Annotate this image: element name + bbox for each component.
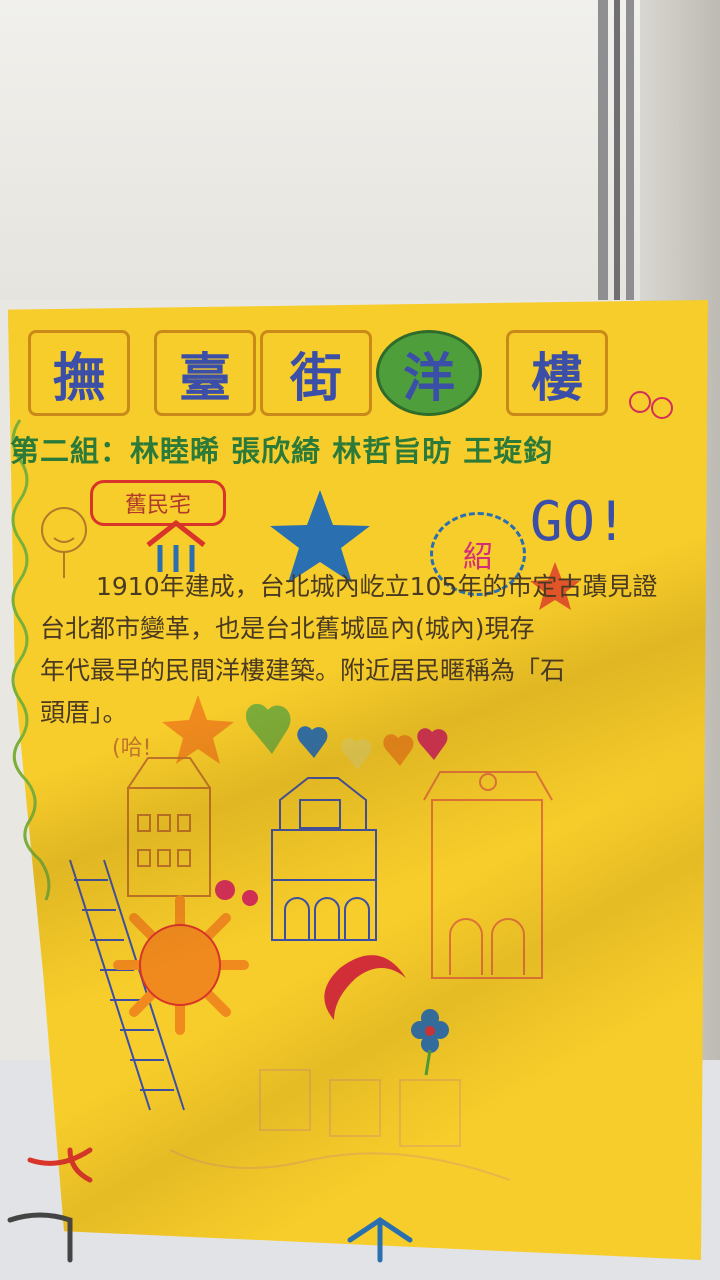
body-line-2: 台北都市變革，也是台北舊城區內(城內)現存 bbox=[40, 614, 535, 643]
title-decoration bbox=[629, 391, 651, 413]
flower-icon bbox=[411, 1009, 449, 1076]
body-line-3: 年代最早的民間洋樓建築。附近居民暱稱為「石 bbox=[40, 656, 566, 685]
faint-buildings-drawing bbox=[169, 1069, 511, 1181]
ha-label: (哈! bbox=[112, 736, 152, 761]
building-center-drawing bbox=[271, 777, 377, 941]
red-star-icon bbox=[530, 562, 580, 610]
body-line-4: 頭厝」。 bbox=[40, 698, 128, 727]
metal-rail bbox=[598, 0, 638, 300]
title-char-2: 臺 bbox=[154, 330, 256, 416]
body-line-1: 1910年建成，台北城內屹立105年的市定古蹟見證 bbox=[96, 572, 658, 601]
title-char-5: 樓 bbox=[506, 330, 608, 416]
cloud-label: 紹 bbox=[430, 512, 526, 596]
title-char-1: 撫 bbox=[28, 330, 130, 416]
red-dots bbox=[215, 880, 235, 900]
smiley-face-icon bbox=[41, 507, 87, 578]
sun-icon bbox=[113, 895, 249, 1035]
moon-icon bbox=[324, 955, 406, 1020]
orange-star-icon bbox=[162, 695, 234, 764]
left-wavy-border bbox=[11, 419, 51, 901]
building-right-drawing bbox=[423, 771, 553, 979]
old-house-tag: 舊民宅 bbox=[90, 480, 226, 526]
yellow-poster bbox=[8, 300, 708, 1260]
hearts-icon bbox=[245, 703, 448, 770]
group-members: 第二組：林睦晞 張欣綺 林哲旨昉 王琁鈞 bbox=[10, 434, 554, 468]
floor-scribbles bbox=[7, 1147, 413, 1263]
poster-description: 1910年建成，台北城內屹立105年的市定古蹟見證 台北都市變革，也是台北舊城區… bbox=[40, 566, 660, 734]
house-icon bbox=[146, 519, 206, 572]
poster-title: 撫 臺 街 洋 樓 bbox=[22, 330, 662, 420]
blue-star-icon bbox=[270, 490, 370, 583]
go-text: GO! bbox=[530, 490, 628, 553]
ladder-drawing bbox=[69, 859, 185, 1111]
building-left-drawing bbox=[127, 757, 211, 897]
title-char-3: 街 bbox=[260, 330, 372, 416]
title-char-4: 洋 bbox=[376, 330, 482, 416]
